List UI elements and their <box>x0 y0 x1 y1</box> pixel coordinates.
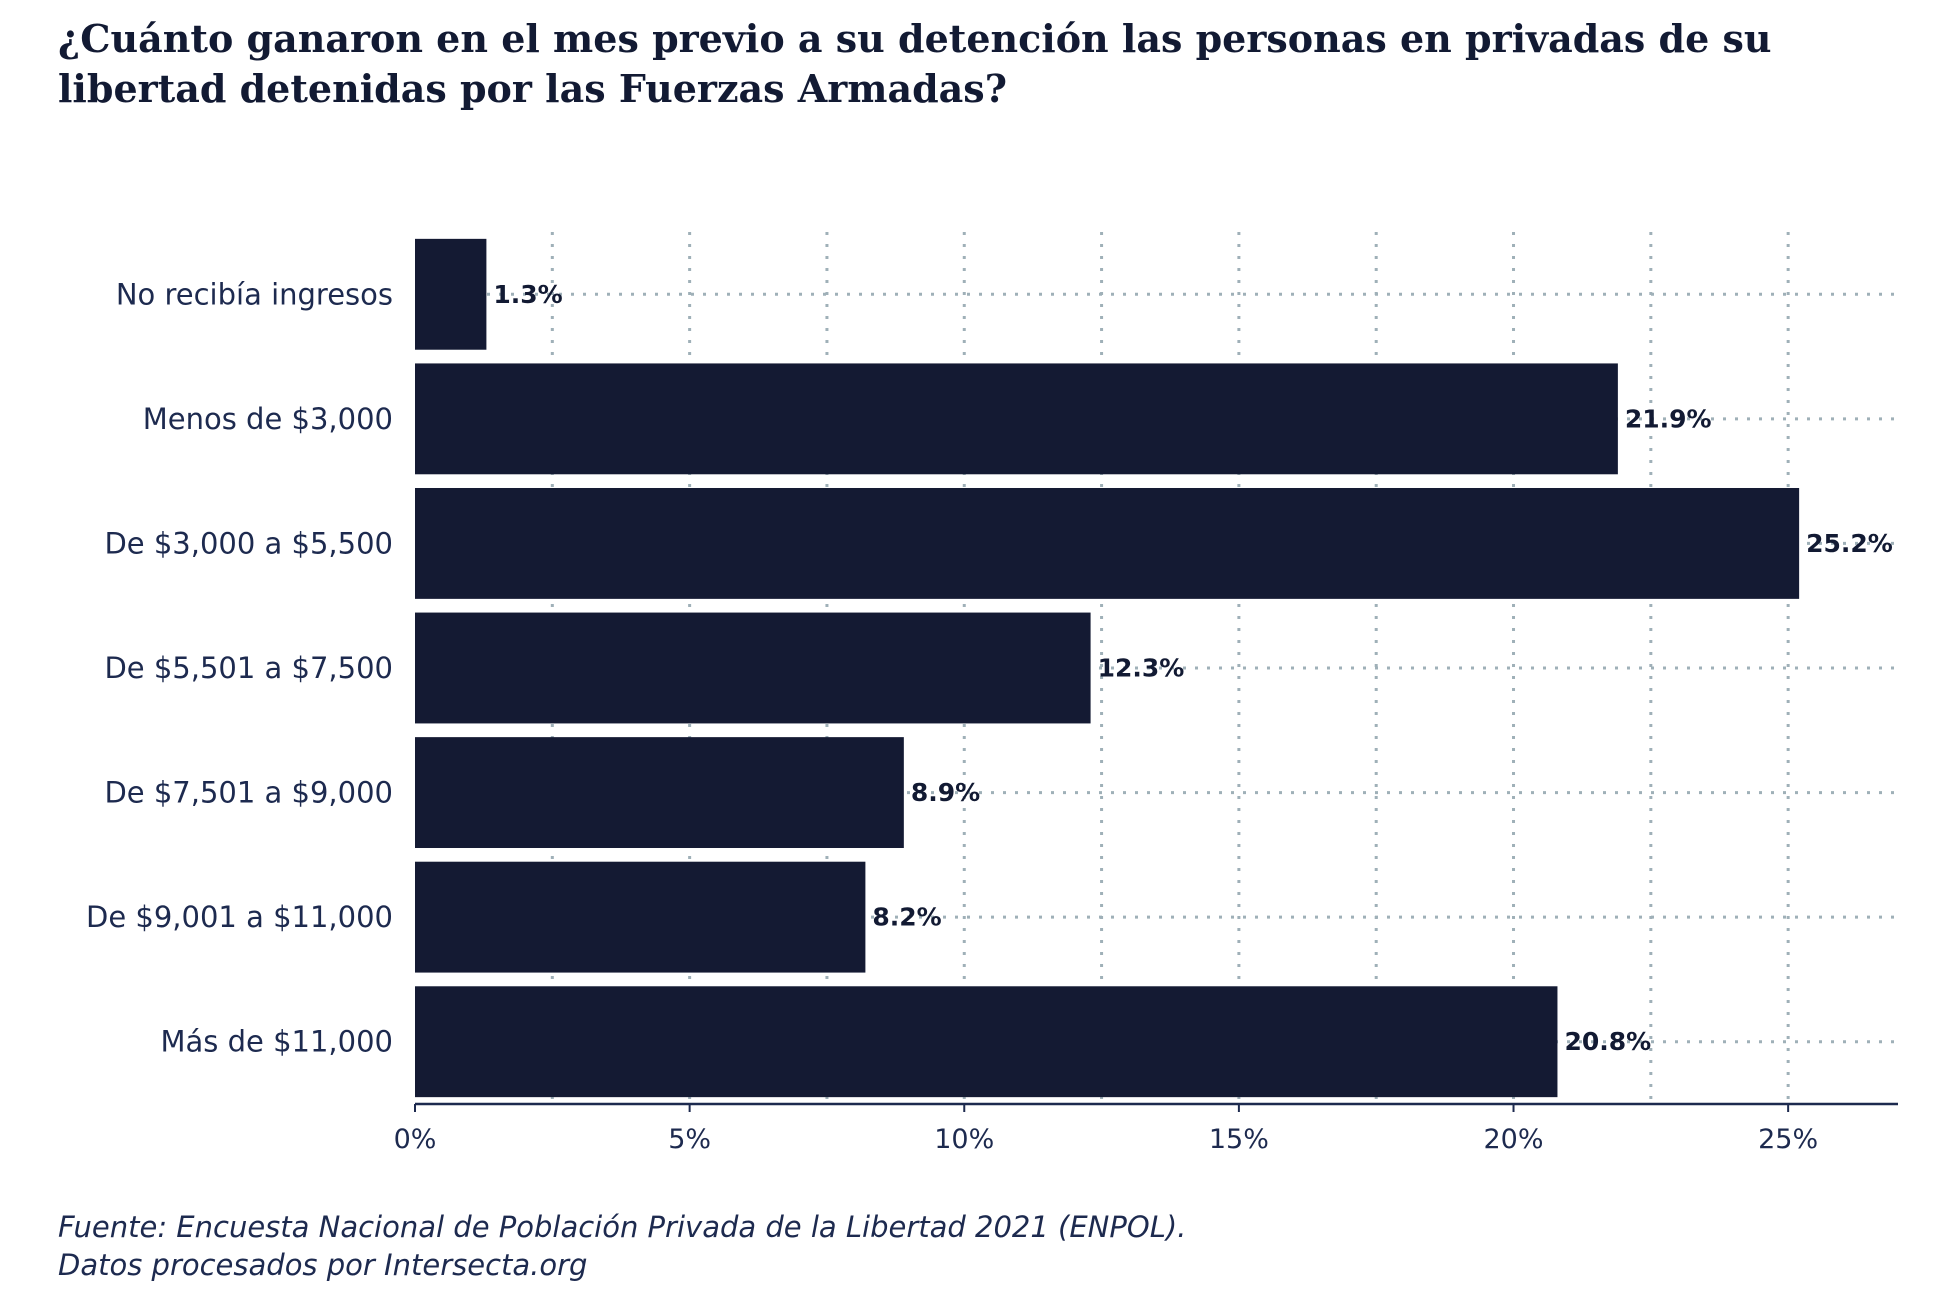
source-note: Fuente: Encuesta Nacional de Población P… <box>58 1208 1186 1284</box>
category-label: No recibía ingresos <box>116 277 393 311</box>
x-tick-label: 15% <box>1209 1124 1269 1155</box>
bar <box>415 737 904 849</box>
category-label: De $5,501 a $7,500 <box>104 651 393 685</box>
data-label: 8.9% <box>911 778 980 807</box>
bars <box>415 238 1800 1098</box>
data-label: 8.2% <box>872 903 941 932</box>
x-tick-label: 5% <box>668 1124 711 1155</box>
credit-line: Datos procesados por Intersecta.org <box>58 1248 588 1282</box>
source-line: Fuente: Encuesta Nacional de Población P… <box>58 1210 1187 1244</box>
category-label: De $9,001 a $11,000 <box>86 900 393 934</box>
bar <box>415 487 1800 599</box>
bar <box>415 861 866 973</box>
data-label: 25.2% <box>1806 529 1893 558</box>
category-label: De $3,000 a $5,500 <box>104 526 393 560</box>
category-label: De $7,501 a $9,000 <box>104 776 393 810</box>
data-label: 1.3% <box>493 280 562 309</box>
x-axis: 0% 5% 10% 15% 20% 25% <box>394 1102 1898 1155</box>
data-label: 20.8% <box>1564 1027 1651 1056</box>
bar <box>415 612 1091 724</box>
category-labels: 1.3% No recibía ingresos 21.9% Menos de $3,… <box>86 277 1893 1058</box>
x-tick-label: 0% <box>394 1124 437 1155</box>
x-tick-label: 25% <box>1758 1124 1818 1155</box>
bar <box>415 986 1558 1098</box>
x-tick-label: 10% <box>934 1124 994 1155</box>
x-tick-label: 20% <box>1484 1124 1544 1155</box>
bar <box>415 363 1618 475</box>
bar <box>415 238 487 350</box>
chart-title: ¿Cuánto ganaron en el mes previo a su de… <box>58 16 1772 111</box>
category-label: Más de $11,000 <box>160 1025 393 1059</box>
category-label: Menos de $3,000 <box>143 402 393 436</box>
data-label: 12.3% <box>1098 654 1185 683</box>
data-label: 21.9% <box>1625 404 1712 433</box>
